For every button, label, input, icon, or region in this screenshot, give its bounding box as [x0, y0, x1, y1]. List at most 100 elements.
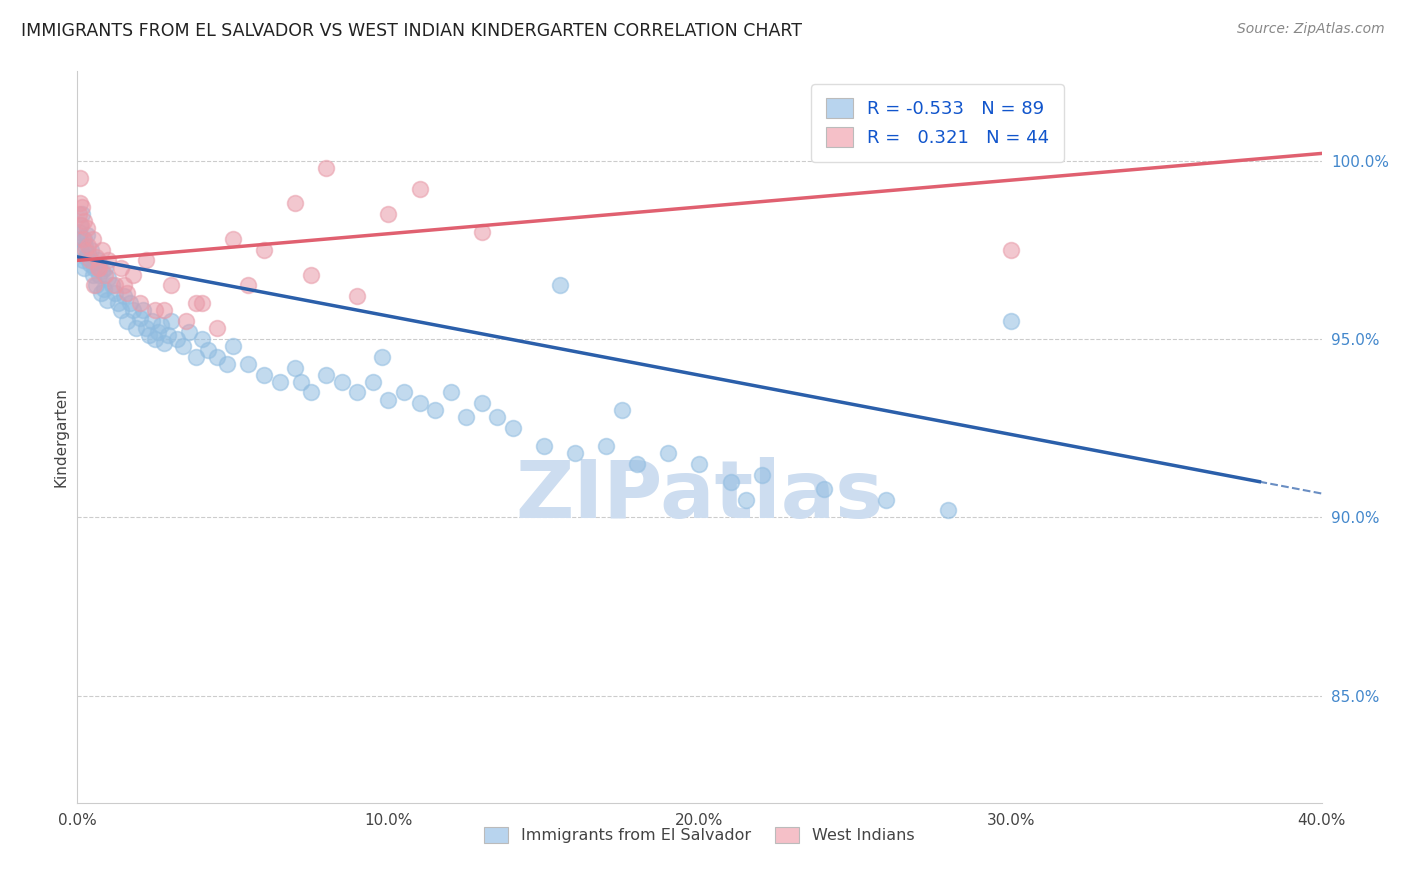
Point — [502, 421, 524, 435]
Point — [153, 303, 176, 318]
Point — [128, 296, 150, 310]
Point — [69, 218, 91, 232]
Point — [70, 243, 93, 257]
Point — [86, 260, 108, 275]
Point — [156, 328, 179, 343]
Point — [72, 232, 94, 246]
Point — [76, 221, 98, 235]
Point — [471, 225, 494, 239]
Point — [1000, 314, 1022, 328]
Point — [84, 250, 107, 264]
Point — [135, 253, 157, 268]
Point — [720, 475, 742, 489]
Point — [69, 196, 91, 211]
Point — [330, 375, 353, 389]
Point — [83, 260, 105, 275]
Text: IMMIGRANTS FROM EL SALVADOR VS WEST INDIAN KINDERGARTEN CORRELATION CHART: IMMIGRANTS FROM EL SALVADOR VS WEST INDI… — [21, 22, 801, 40]
Point — [135, 321, 157, 335]
Point — [115, 314, 138, 328]
Point — [75, 243, 97, 257]
Point — [86, 253, 108, 268]
Point — [67, 225, 90, 239]
Point — [77, 246, 100, 260]
Point — [97, 253, 120, 268]
Point — [533, 439, 555, 453]
Point — [84, 278, 107, 293]
Point — [72, 214, 94, 228]
Point — [120, 296, 142, 310]
Point — [361, 375, 384, 389]
Point — [174, 314, 197, 328]
Point — [290, 375, 312, 389]
Point — [315, 161, 337, 175]
Legend: Immigrants from El Salvador, West Indians: Immigrants from El Salvador, West Indian… — [478, 821, 921, 850]
Point — [735, 492, 758, 507]
Point — [122, 268, 145, 282]
Point — [439, 385, 461, 400]
Point — [75, 239, 97, 253]
Point — [689, 457, 711, 471]
Point — [179, 325, 201, 339]
Point — [238, 357, 260, 371]
Point — [72, 253, 94, 268]
Point — [813, 482, 835, 496]
Point — [91, 264, 114, 278]
Point — [72, 232, 94, 246]
Text: Source: ZipAtlas.com: Source: ZipAtlas.com — [1237, 22, 1385, 37]
Point — [222, 339, 245, 353]
Point — [79, 257, 101, 271]
Point — [191, 296, 214, 310]
Point — [107, 296, 129, 310]
Point — [610, 403, 633, 417]
Point — [564, 446, 586, 460]
Point — [70, 200, 93, 214]
Point — [143, 303, 166, 318]
Point — [936, 503, 959, 517]
Point — [222, 232, 245, 246]
Point — [184, 296, 207, 310]
Point — [172, 339, 194, 353]
Point — [471, 396, 494, 410]
Point — [875, 492, 897, 507]
Point — [284, 360, 307, 375]
Point — [346, 385, 368, 400]
Point — [456, 410, 478, 425]
Point — [82, 268, 104, 282]
Point — [125, 321, 148, 335]
Point — [486, 410, 509, 425]
Point — [423, 403, 446, 417]
Point — [67, 207, 90, 221]
Point — [215, 357, 238, 371]
Point — [595, 439, 617, 453]
Point — [75, 250, 97, 264]
Point — [90, 285, 112, 300]
Point — [299, 385, 322, 400]
Point — [93, 282, 115, 296]
Point — [159, 314, 181, 328]
Point — [166, 332, 188, 346]
Point — [100, 278, 122, 293]
Point — [131, 303, 153, 318]
Point — [284, 196, 307, 211]
Y-axis label: Kindergarten: Kindergarten — [53, 387, 69, 487]
Point — [104, 278, 127, 293]
Point — [159, 278, 181, 293]
Point — [77, 239, 100, 253]
Point — [110, 260, 132, 275]
Point — [253, 368, 276, 382]
Point — [346, 289, 368, 303]
Point — [315, 368, 337, 382]
Point — [238, 278, 260, 293]
Point — [150, 318, 173, 332]
Point — [299, 268, 322, 282]
Point — [184, 350, 207, 364]
Point — [91, 243, 114, 257]
Point — [626, 457, 648, 471]
Point — [122, 303, 145, 318]
Point — [128, 310, 150, 325]
Point — [112, 289, 135, 303]
Point — [110, 303, 132, 318]
Point — [69, 232, 91, 246]
Point — [377, 207, 399, 221]
Point — [207, 321, 229, 335]
